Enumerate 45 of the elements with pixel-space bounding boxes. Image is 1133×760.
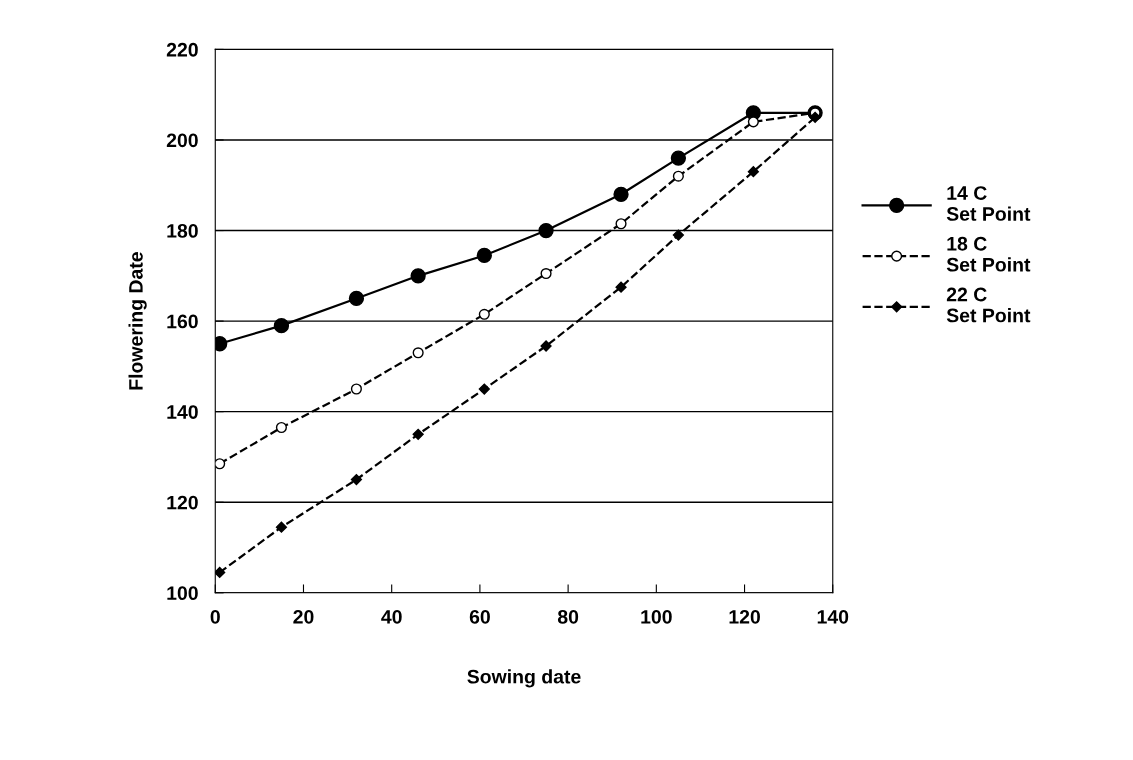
point — [670, 150, 687, 166]
y-tick-label: 100 — [167, 586, 198, 601]
point — [478, 383, 490, 395]
y-tick-label: 120 — [167, 495, 198, 510]
point — [615, 281, 627, 293]
y-tick-label: 220 — [166, 42, 198, 57]
x-tick-label: 100 — [641, 609, 672, 624]
point — [747, 166, 759, 178]
x-axis-title: Sowing date — [467, 669, 581, 688]
x-tick-label: 20 — [293, 609, 314, 624]
point — [350, 383, 362, 395]
y-tick-label: 180 — [167, 224, 198, 238]
point — [476, 247, 492, 264]
legend-label: 14 C Set Point — [946, 186, 1031, 221]
point — [275, 521, 288, 533]
y-tick-label: 200 — [166, 133, 198, 148]
point — [478, 308, 490, 320]
point — [540, 267, 552, 280]
x-tick-label: 140 — [817, 609, 849, 624]
x-tick-label: 80 — [557, 609, 579, 624]
point — [215, 566, 226, 579]
y-tick-label: 140 — [167, 405, 198, 419]
point — [613, 186, 629, 202]
point — [747, 116, 759, 128]
y-axis-title: Flowering Date — [128, 252, 147, 390]
legend-label: 22 C Set Point — [946, 287, 1031, 323]
point — [412, 347, 424, 359]
x-tick-label: 120 — [729, 609, 760, 624]
point — [350, 473, 363, 486]
y-tick-label: 160 — [167, 314, 198, 329]
point — [273, 317, 290, 334]
point — [672, 170, 684, 182]
legend-label: 18 C Set Point — [946, 236, 1031, 272]
x-tick-label: 60 — [469, 609, 490, 624]
point — [410, 268, 426, 284]
point — [538, 222, 554, 239]
point — [412, 428, 424, 440]
point — [809, 111, 821, 123]
point — [615, 218, 627, 230]
x-tick-label: 40 — [381, 609, 402, 624]
point — [672, 229, 684, 241]
point — [275, 421, 287, 434]
point — [348, 290, 365, 307]
x-tick-label: 0 — [210, 609, 220, 624]
point — [215, 458, 226, 470]
